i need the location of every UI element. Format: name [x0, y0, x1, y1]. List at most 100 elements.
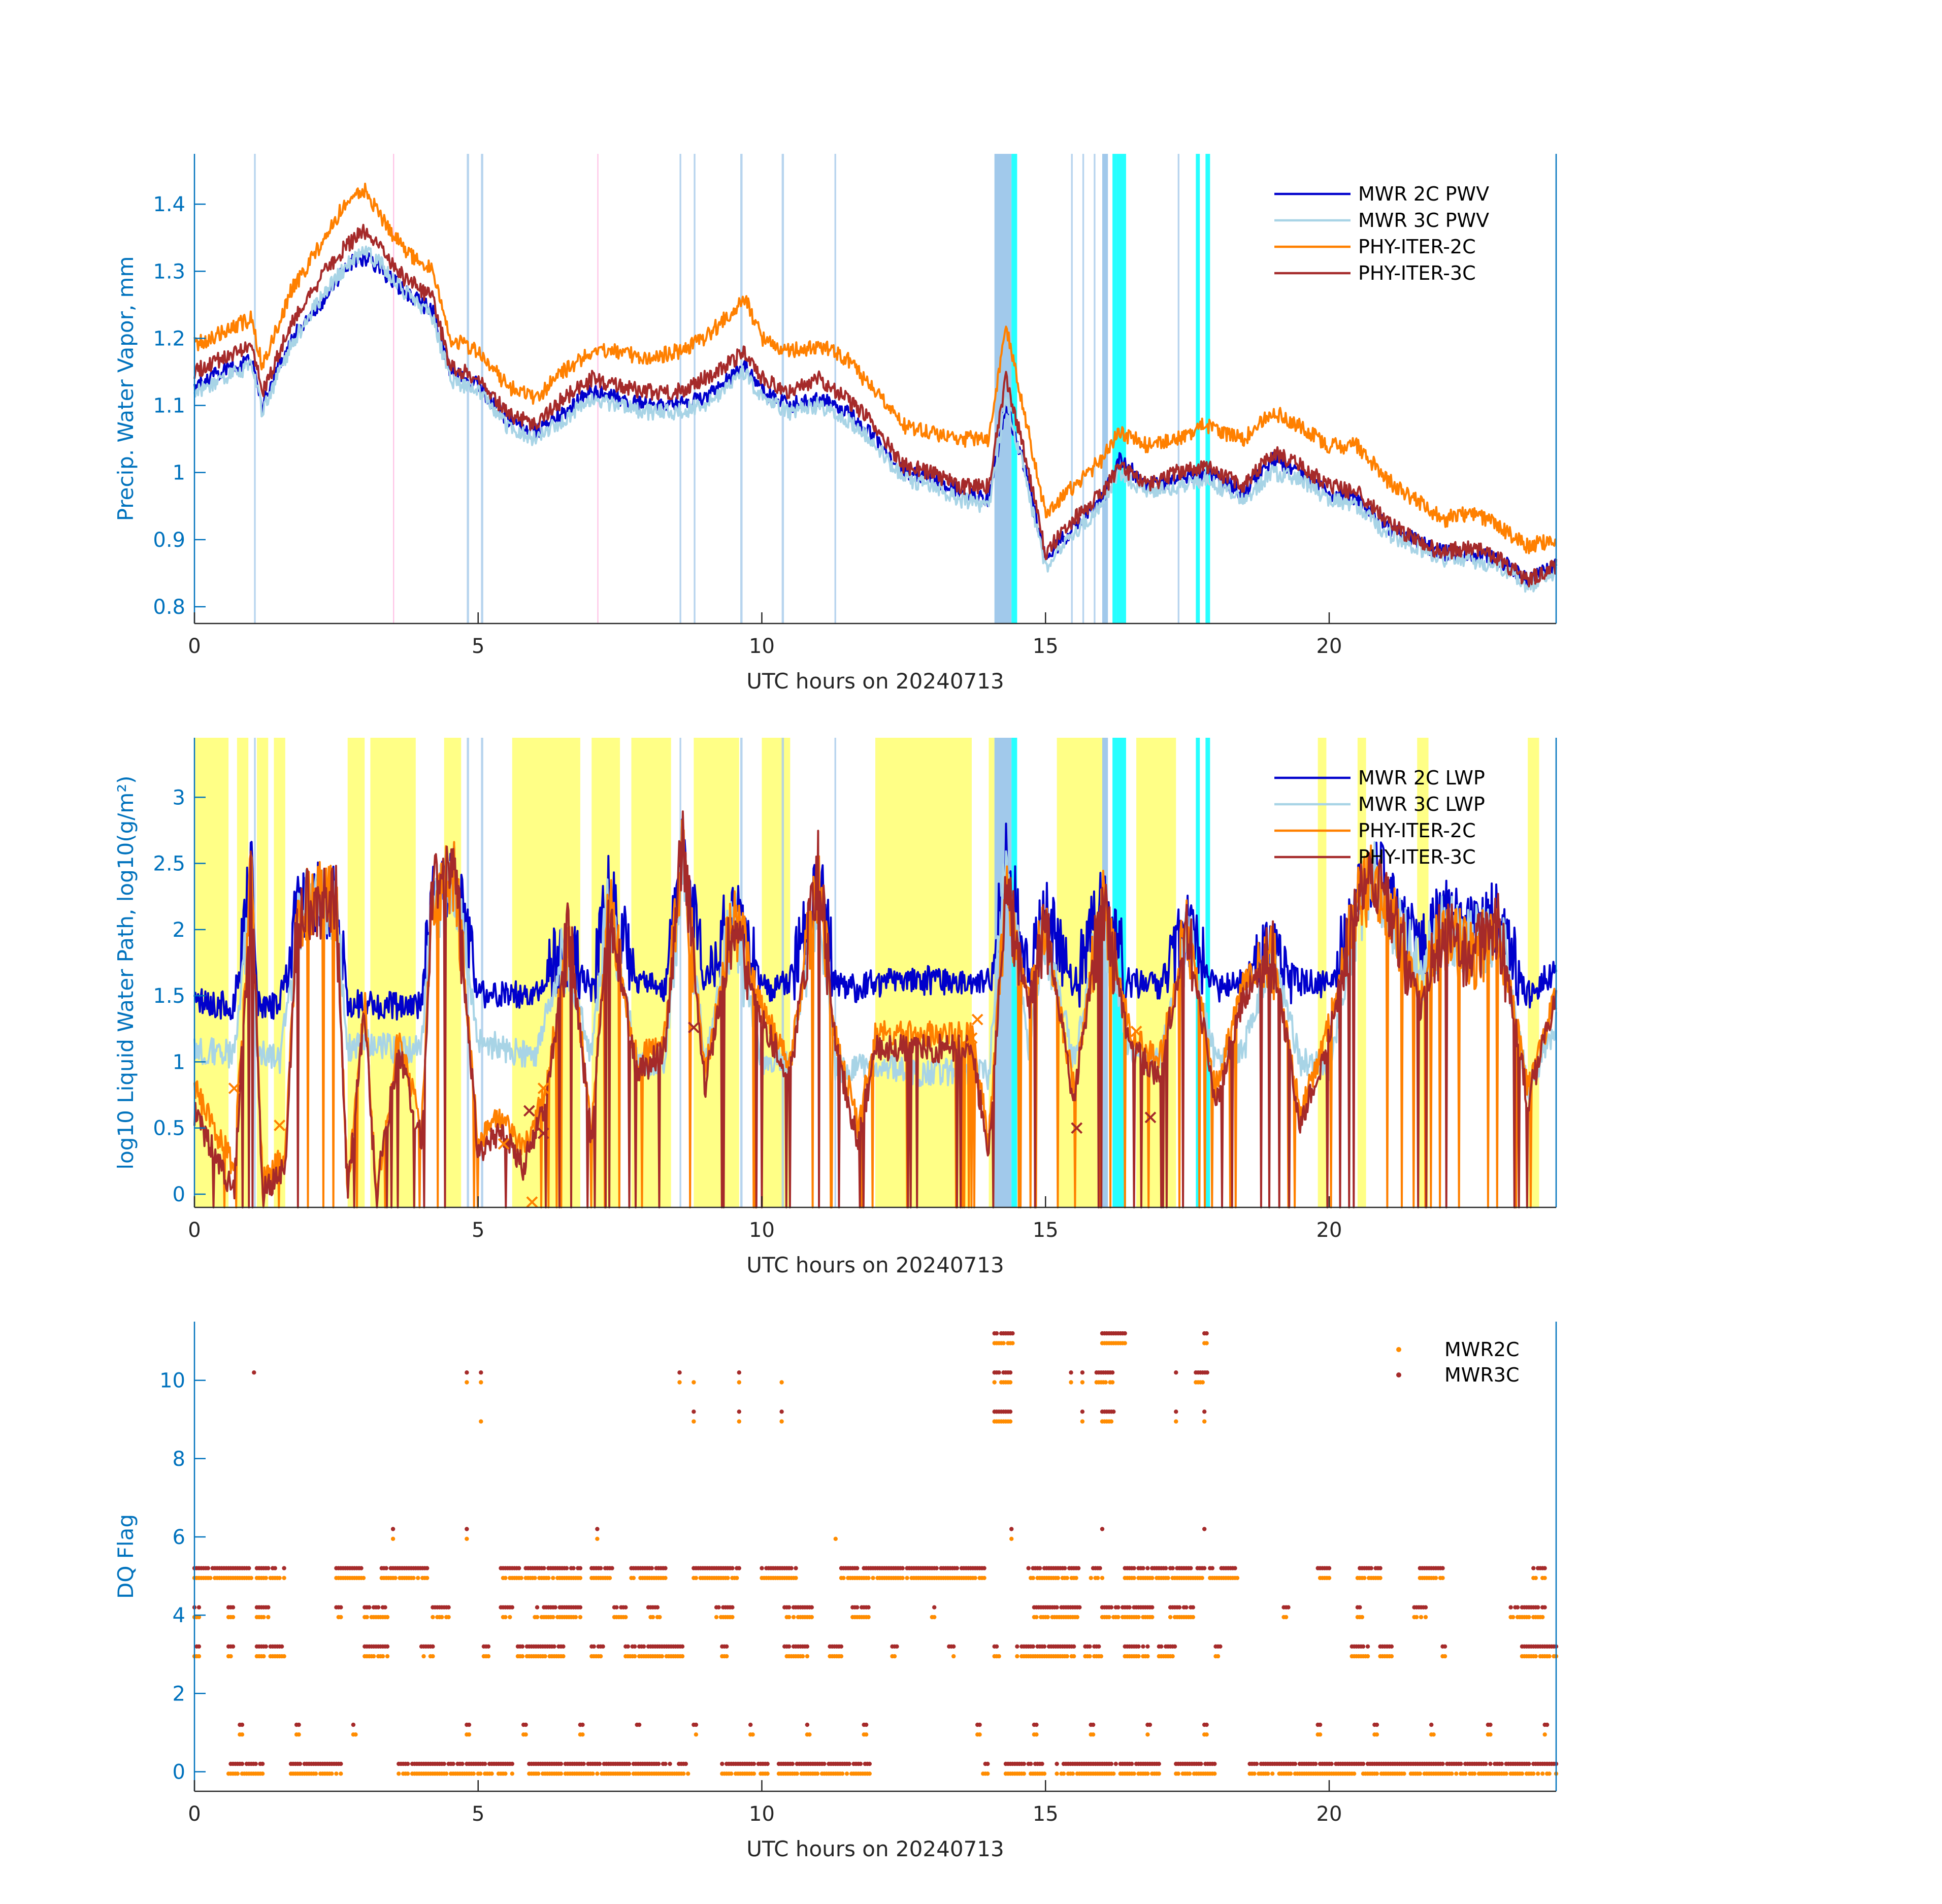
x-marker-1: [274, 1120, 286, 1131]
dq-point: [553, 1605, 557, 1610]
dq-point: [330, 1771, 334, 1776]
dq-point: [633, 1654, 637, 1659]
x-tick-label: 0: [188, 635, 201, 658]
dq-point: [421, 1654, 426, 1659]
series-line-phy-iter-2c: [193, 182, 1557, 554]
dq-point: [1210, 1566, 1214, 1570]
dq-point: [1098, 1566, 1102, 1570]
band-14: [1094, 154, 1096, 623]
x-tick-label: 15: [1033, 1802, 1059, 1826]
dq-point: [1362, 1575, 1367, 1581]
dq-point: [503, 1615, 508, 1620]
band-22: [481, 738, 483, 1207]
band-6: [444, 738, 462, 1207]
dq-point: [536, 1771, 541, 1776]
dq-point: [800, 1654, 805, 1659]
band-19: [1196, 154, 1200, 623]
band-29: [1102, 738, 1108, 1207]
dq-point: [1358, 1605, 1362, 1610]
dq-point: [1270, 1771, 1275, 1776]
dq-point: [1088, 1654, 1092, 1659]
dq-point: [240, 1761, 245, 1766]
dq-point: [1361, 1761, 1366, 1766]
x-tick-label: 5: [472, 1219, 484, 1242]
dq-point: [471, 1771, 476, 1776]
dq-point: [892, 1654, 897, 1659]
dq-point: [730, 1615, 735, 1620]
dq-point: [1191, 1615, 1195, 1620]
dq-point: [1063, 1566, 1067, 1570]
dq-point: [425, 1575, 430, 1581]
dq-point: [1544, 1722, 1550, 1727]
dq-point: [385, 1644, 390, 1649]
dq-point: [1132, 1575, 1136, 1581]
dq-point: [561, 1644, 566, 1649]
dq-point: [1402, 1771, 1406, 1776]
dq-point: [1378, 1566, 1383, 1570]
dq-point: [486, 1644, 491, 1649]
dq-point: [720, 1761, 725, 1766]
dq-point: [1212, 1771, 1217, 1776]
x-marker-12: [1144, 1111, 1157, 1124]
dq-point: [858, 1761, 863, 1766]
dq-axes: 0 2 4 6 8 10 0 5 10 15 20: [159, 1322, 1557, 1826]
dq-point: [339, 1771, 343, 1776]
y-tick-label: 1.1: [153, 395, 185, 418]
dq-point: [1136, 1654, 1141, 1659]
dq-point: [1204, 1732, 1209, 1737]
y-tick-label: 8: [173, 1448, 185, 1471]
dq-point: [866, 1575, 871, 1581]
dq-point: [578, 1615, 583, 1620]
dq-point: [680, 1654, 685, 1659]
band-17: [1357, 738, 1366, 1207]
dq-point: [1097, 1644, 1101, 1649]
lwp-legend: MWR 2C LWP MWR 3C LWP PHY-ITER-2C PHY-IT…: [1274, 767, 1485, 868]
dq-point: [1542, 1605, 1547, 1610]
dq-point: [839, 1654, 844, 1659]
lwp-legend-label-phy3c: PHY-ITER-3C: [1358, 846, 1476, 868]
dq-point: [467, 1732, 472, 1737]
dq-point: [228, 1654, 233, 1659]
dq-point: [542, 1566, 546, 1570]
dq-point: [663, 1761, 668, 1766]
dq-point: [564, 1566, 569, 1570]
dq-point: [1510, 1615, 1516, 1620]
x-marker-11: [1130, 1026, 1142, 1037]
dq-point: [663, 1566, 668, 1570]
dq-point: [637, 1722, 642, 1727]
band-17: [1116, 154, 1126, 623]
dq-point: [1145, 1771, 1150, 1776]
dq-point: [1099, 1654, 1103, 1659]
dq-point: [1141, 1566, 1145, 1570]
x-marker-7: [687, 1022, 700, 1034]
dq-point: [1065, 1654, 1069, 1659]
dq-point: [1360, 1615, 1364, 1620]
y-tick-label: 0: [173, 1760, 185, 1784]
dq-point: [1174, 1419, 1178, 1424]
dq-point: [1022, 1771, 1027, 1776]
dq-point: [656, 1761, 661, 1766]
dq-point: [1547, 1654, 1552, 1659]
dq-point: [1252, 1771, 1257, 1776]
series-line-mwr-3c-pwv: [193, 245, 1557, 593]
dq-point: [510, 1771, 514, 1776]
dq-point: [1361, 1644, 1366, 1649]
dq-point: [805, 1722, 810, 1727]
lwp-legend-label-mwr2c: MWR 2C LWP: [1358, 767, 1485, 789]
dq-point: [985, 1771, 990, 1776]
dq-point: [1100, 1575, 1105, 1581]
dq-point: [1254, 1761, 1259, 1766]
y-tick-label: 0.8: [153, 596, 185, 619]
dq-point: [1389, 1644, 1394, 1649]
dq-point: [681, 1771, 686, 1776]
dq-point: [791, 1615, 796, 1620]
dq-point: [1233, 1566, 1237, 1570]
dq-point: [1145, 1566, 1150, 1570]
dq-point: [297, 1722, 301, 1727]
x-tick-label: 10: [749, 1802, 775, 1826]
dq-point: [535, 1605, 540, 1610]
dq-point: [997, 1370, 1001, 1375]
dq-point: [1531, 1566, 1536, 1570]
dq-point: [465, 1527, 469, 1531]
dq-point: [748, 1722, 753, 1727]
